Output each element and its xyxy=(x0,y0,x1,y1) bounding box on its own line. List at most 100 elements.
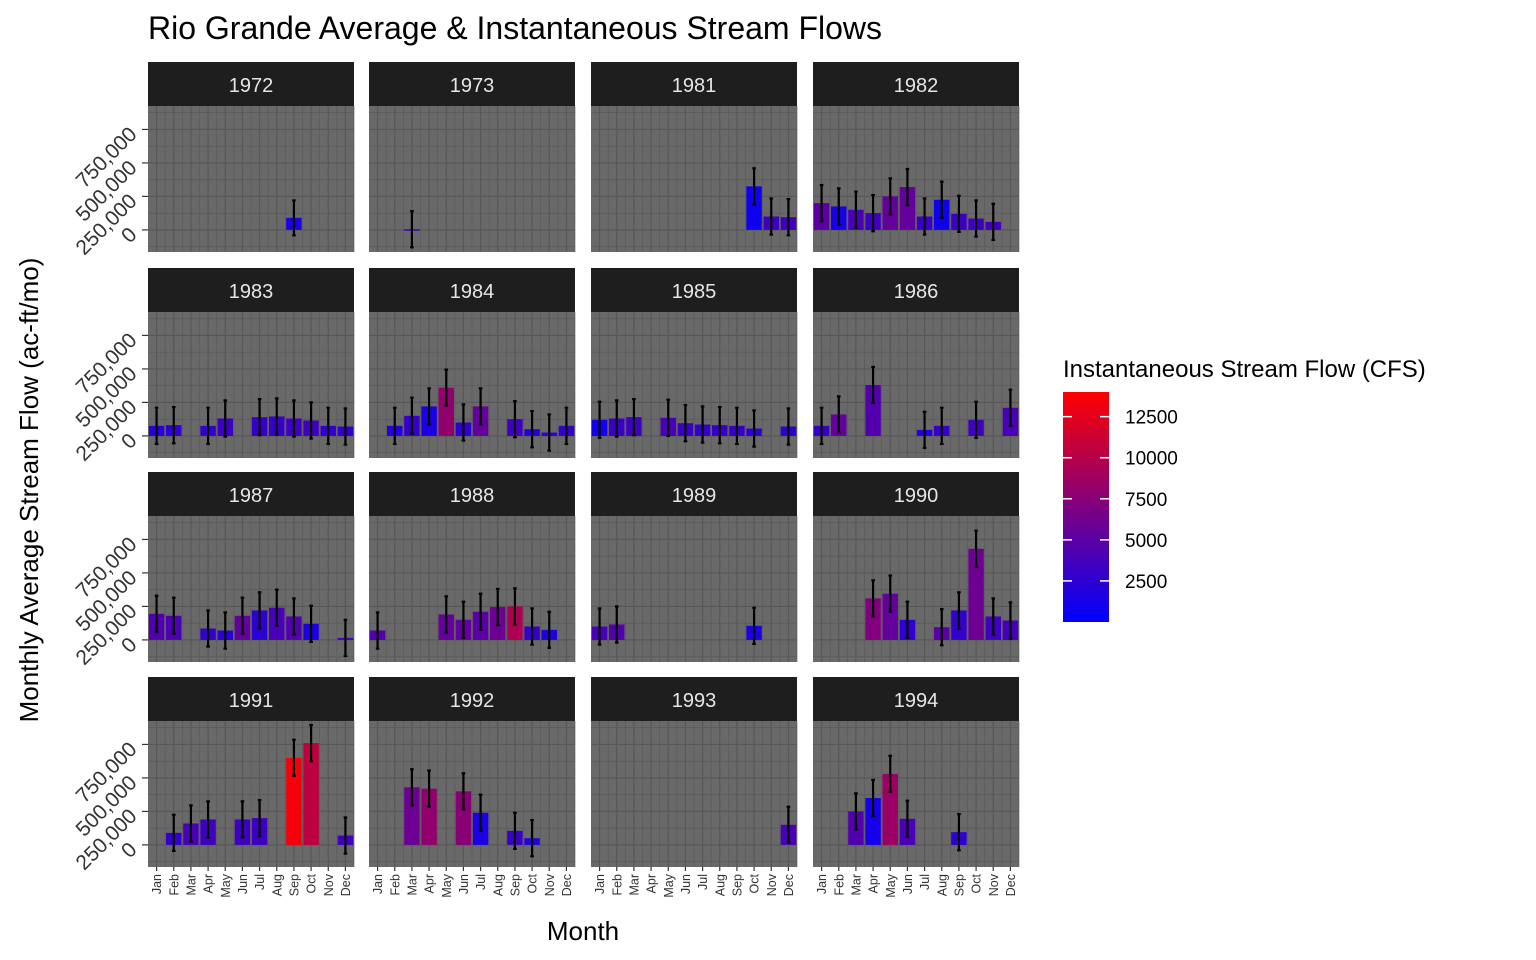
error-bar xyxy=(461,600,466,639)
error-bar xyxy=(871,193,875,233)
bar-1982-Jun xyxy=(899,187,916,230)
facet-strip-label: 1981 xyxy=(672,75,717,97)
facet-strip-label: 1988 xyxy=(450,485,495,507)
bar-1991-Oct xyxy=(303,743,319,845)
x-tick-label: May xyxy=(884,873,898,897)
y-axis-label: Monthly Average Stream Flow (ac-ft/mo) xyxy=(14,258,44,723)
error-bar xyxy=(461,403,466,442)
error-bar xyxy=(427,769,431,808)
x-tick-label: Sep xyxy=(952,874,966,896)
error-bar xyxy=(478,387,483,426)
bar-1994-Apr xyxy=(865,798,881,845)
error-bar xyxy=(478,793,483,832)
facet-strip xyxy=(369,268,575,312)
legend-tick-label: 5000 xyxy=(1125,531,1167,552)
error-bar xyxy=(530,410,534,449)
error-bar xyxy=(597,400,602,440)
x-tick-label: Oct xyxy=(748,873,762,893)
x-tick-label: Mar xyxy=(627,874,641,896)
error-bar xyxy=(769,197,774,236)
error-bar xyxy=(223,399,228,438)
error-bar xyxy=(974,199,978,238)
x-tick-label: Oct xyxy=(305,873,319,893)
facet-panel-1988: 1988 xyxy=(369,472,576,662)
error-bar xyxy=(309,723,313,763)
error-bar xyxy=(752,167,756,206)
error-bar xyxy=(309,604,313,644)
facet-panel-1982: 1982 xyxy=(813,62,1020,252)
facet-strip xyxy=(813,472,1019,516)
x-tick-label: Apr xyxy=(867,874,881,893)
x-tick-label: May xyxy=(662,873,676,897)
x-tick-label: Apr xyxy=(645,874,659,893)
error-bar xyxy=(700,405,705,444)
error-bar xyxy=(240,596,245,635)
facet-strip-label: 1992 xyxy=(450,690,495,712)
error-bar xyxy=(854,190,858,229)
error-bar xyxy=(974,529,978,568)
error-bar xyxy=(292,738,296,778)
error-bar xyxy=(786,197,791,237)
error-bar xyxy=(171,813,176,853)
error-bar xyxy=(189,804,193,843)
error-bar xyxy=(206,609,210,648)
error-bar xyxy=(991,202,996,242)
facet-panel-1973: 1973 xyxy=(369,62,576,252)
error-bar xyxy=(513,811,517,851)
x-tick-label: Feb xyxy=(388,874,402,896)
x-tick-label: Jan xyxy=(371,874,385,894)
error-bar xyxy=(1008,388,1013,427)
bar-1990-Oct xyxy=(968,548,984,640)
x-tick-label: Oct xyxy=(526,873,540,893)
error-bar xyxy=(257,397,262,437)
facet-strip-label: 1985 xyxy=(672,281,717,303)
x-axis-label: Month xyxy=(547,916,619,946)
error-bar xyxy=(547,413,552,452)
error-bar xyxy=(392,406,397,446)
legend-tick-label: 2500 xyxy=(1125,572,1167,593)
error-bar xyxy=(888,574,893,613)
error-bar xyxy=(597,607,602,646)
error-bar xyxy=(888,177,893,216)
error-bar xyxy=(717,406,722,445)
x-tick-label: Sep xyxy=(508,874,522,896)
y-tick-label: 0 xyxy=(117,223,142,248)
facet-strip-label: 1987 xyxy=(229,485,274,507)
chart-title: Rio Grande Average & Instantaneous Strea… xyxy=(148,10,882,46)
y-tick-label: 0 xyxy=(117,429,142,454)
facet-strip-label: 1991 xyxy=(229,690,274,712)
facet-strip xyxy=(591,472,797,516)
x-tick-label: Dec xyxy=(339,874,353,896)
error-bar xyxy=(888,754,893,794)
x-tick-label: Jun xyxy=(236,874,250,894)
error-bar xyxy=(274,397,279,436)
color-legend: Instantaneous Stream Flow (CFS) 2500 5000… xyxy=(1063,356,1426,622)
error-bar xyxy=(257,798,262,838)
facet-strip xyxy=(369,62,575,106)
facet-panel-1989: 1989 xyxy=(591,472,798,662)
error-bar xyxy=(326,406,331,446)
error-bar xyxy=(530,819,534,858)
bar-1992-Mar xyxy=(404,787,420,845)
error-bar xyxy=(939,607,944,647)
facet-strip xyxy=(813,268,1019,312)
x-tick-label: Mar xyxy=(405,874,419,896)
facet-strip-label: 1993 xyxy=(672,690,717,712)
x-tick-label: Mar xyxy=(849,874,863,896)
error-bar xyxy=(614,399,619,438)
error-bar xyxy=(871,365,875,405)
facet-strip xyxy=(148,677,354,721)
x-tick-label: May xyxy=(219,873,233,897)
error-bar xyxy=(922,197,927,236)
y-tick-label: 0 xyxy=(117,633,142,658)
facet-panel-1984: 1984 xyxy=(369,268,576,458)
error-bar xyxy=(854,792,858,831)
error-bar xyxy=(154,406,159,446)
x-tick-label: Jun xyxy=(679,874,693,894)
bar-1984-May xyxy=(438,387,454,436)
